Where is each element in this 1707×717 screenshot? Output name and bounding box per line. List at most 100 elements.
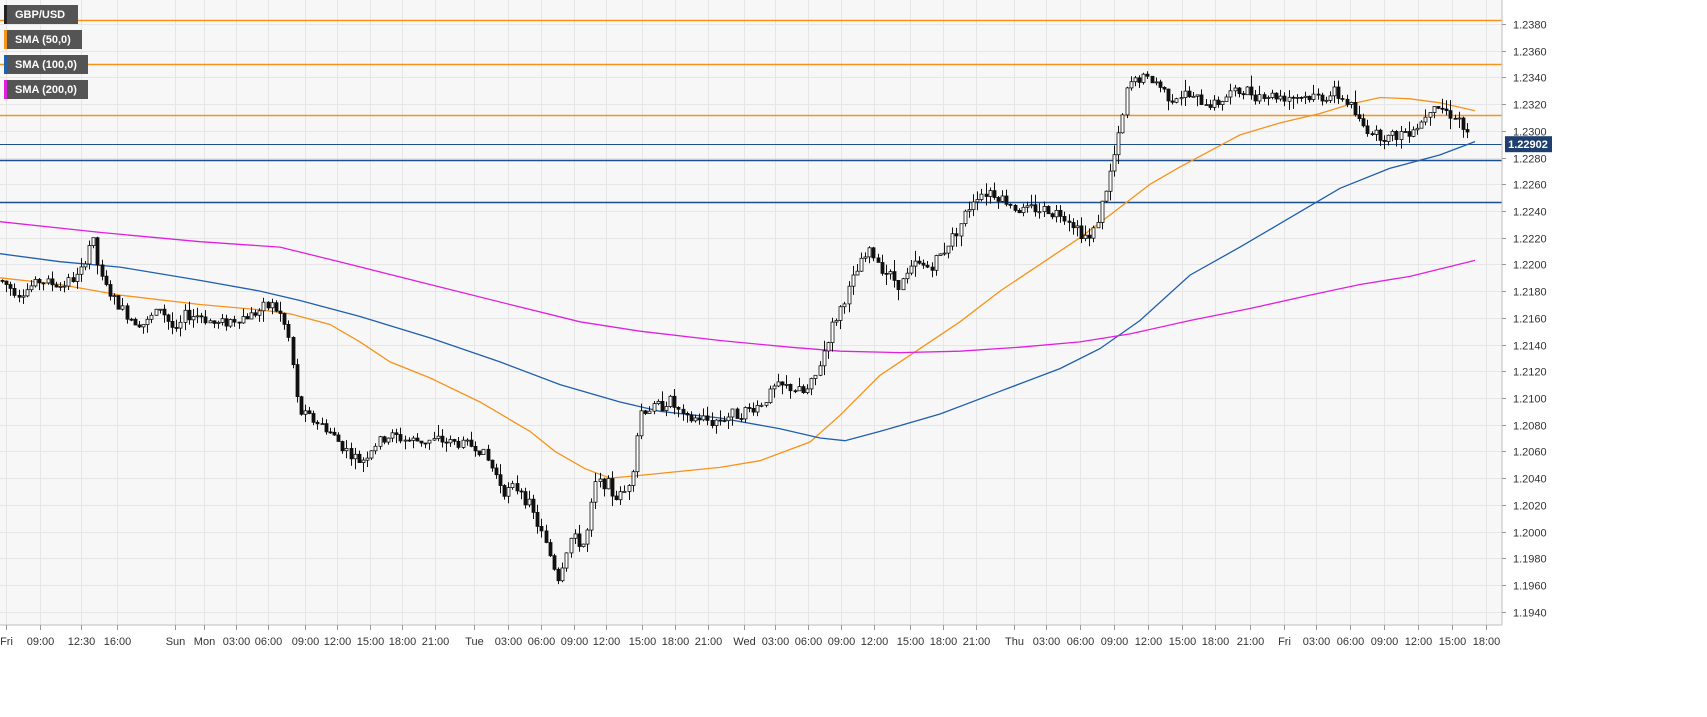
candle-bear xyxy=(1336,86,1341,99)
legend-label-sma200: SMA (200,0) xyxy=(15,83,77,96)
candle-bull xyxy=(1428,112,1433,118)
x-tick-label: 09:00 xyxy=(828,636,856,648)
legend-swatch-sma200 xyxy=(4,80,7,99)
candle-bear xyxy=(896,279,901,290)
candle-bear xyxy=(892,271,897,281)
candle-bull xyxy=(427,439,432,444)
candle-bear xyxy=(299,396,304,415)
candle-bull xyxy=(888,271,893,275)
candle-bear xyxy=(1208,104,1213,108)
candle-bull xyxy=(1183,90,1188,98)
candle-bull xyxy=(1212,99,1217,108)
candle-bear xyxy=(394,432,399,435)
candle-bear xyxy=(697,417,702,421)
candle-bear xyxy=(1199,94,1204,106)
candle-bear xyxy=(1282,95,1287,102)
candle-bear xyxy=(1067,220,1072,223)
candle-bear xyxy=(41,282,46,285)
legend-label-symbol: GBP/USD xyxy=(15,8,66,21)
candle-bull xyxy=(241,316,246,324)
candle-bear xyxy=(1357,114,1362,119)
x-tick-label: 03:00 xyxy=(762,636,790,648)
candle-bull xyxy=(1278,95,1283,100)
candle-bull xyxy=(1100,200,1105,223)
candle-bull xyxy=(141,324,146,328)
candle-bull xyxy=(573,533,578,539)
candle-bear xyxy=(282,313,287,325)
candle-bear xyxy=(1320,94,1325,102)
candle-bear xyxy=(1087,234,1092,239)
x-tick-label: 09:00 xyxy=(292,636,320,648)
candle-bull xyxy=(938,253,943,256)
candle-bull xyxy=(1349,102,1354,105)
candle-bull xyxy=(1399,131,1404,141)
candle-bull xyxy=(220,318,225,323)
level-lines-layer xyxy=(0,19,1502,204)
candle-bull xyxy=(822,350,827,367)
candle-bear xyxy=(452,439,457,442)
candle-bear xyxy=(1378,129,1383,141)
candle-bear xyxy=(747,407,752,409)
candle-bull xyxy=(1266,97,1271,99)
candle-bear xyxy=(996,197,1001,202)
current-price-tag-bg xyxy=(1505,136,1552,153)
candle-bear xyxy=(1008,203,1013,206)
x-tick-label: 06:00 xyxy=(1067,636,1095,648)
candle-bear xyxy=(266,301,271,309)
candle-bear xyxy=(17,294,22,298)
candle-bull xyxy=(378,436,383,447)
candle-bear xyxy=(1465,129,1470,133)
candle-bear xyxy=(237,321,242,324)
candle-bull xyxy=(1083,234,1088,239)
candle-bull xyxy=(25,289,30,297)
candle-bull xyxy=(950,233,955,247)
candle-bull xyxy=(901,278,906,291)
y-tick-label: 1.2340 xyxy=(1513,73,1547,85)
x-tick-label: 06:00 xyxy=(255,636,283,648)
candle-bull xyxy=(353,453,358,460)
candle-bull xyxy=(726,416,731,421)
candle-bull xyxy=(701,415,706,421)
candle-bear xyxy=(992,190,997,198)
legend-label-sma50: SMA (50,0) xyxy=(15,33,71,46)
candle-bull xyxy=(1415,127,1420,131)
candle-bear xyxy=(880,262,885,274)
candle-bull xyxy=(1195,94,1200,97)
y-tick-label: 1.1960 xyxy=(1513,581,1547,593)
legend-item-sma100[interactable]: SMA (100,0) xyxy=(4,55,88,74)
x-tick-label: 15:00 xyxy=(897,636,925,648)
candle-bull xyxy=(1091,227,1096,239)
candle-bull xyxy=(1228,90,1233,98)
y-tick-label: 1.2080 xyxy=(1513,421,1547,433)
candle-bull xyxy=(730,408,735,418)
candle-bear xyxy=(199,315,204,318)
candle-bear xyxy=(486,448,491,461)
candle-bull xyxy=(1328,95,1333,101)
candle-bear xyxy=(1299,97,1304,99)
y-tick-label: 1.2120 xyxy=(1513,367,1547,379)
y-tick-label: 1.2300 xyxy=(1513,127,1547,139)
candle-bear xyxy=(315,421,320,425)
candle-bear xyxy=(539,526,544,532)
candle-bear xyxy=(324,423,329,433)
legend-item-symbol[interactable]: GBP/USD xyxy=(4,5,78,24)
candle-bear xyxy=(515,483,520,492)
current-price-label: 1.22902 xyxy=(1508,139,1548,151)
y-tick-label: 1.2260 xyxy=(1513,180,1547,192)
candle-bull xyxy=(270,302,275,309)
candle-bull xyxy=(581,543,586,547)
y-tick-label: 1.2060 xyxy=(1513,447,1547,459)
legend-item-sma50[interactable]: SMA (50,0) xyxy=(4,30,82,49)
candle-bear xyxy=(71,277,76,283)
candle-bear xyxy=(1137,77,1142,83)
candle-bull xyxy=(1457,117,1462,120)
candle-bull xyxy=(386,437,391,443)
candle-bear xyxy=(340,441,345,452)
x-tick-label: 21:00 xyxy=(1237,636,1265,648)
candle-bull xyxy=(33,278,38,287)
candle-bear xyxy=(116,295,121,310)
candle-bull xyxy=(830,321,835,344)
candle-bull xyxy=(216,321,221,324)
legend-item-sma200[interactable]: SMA (200,0) xyxy=(4,80,88,99)
